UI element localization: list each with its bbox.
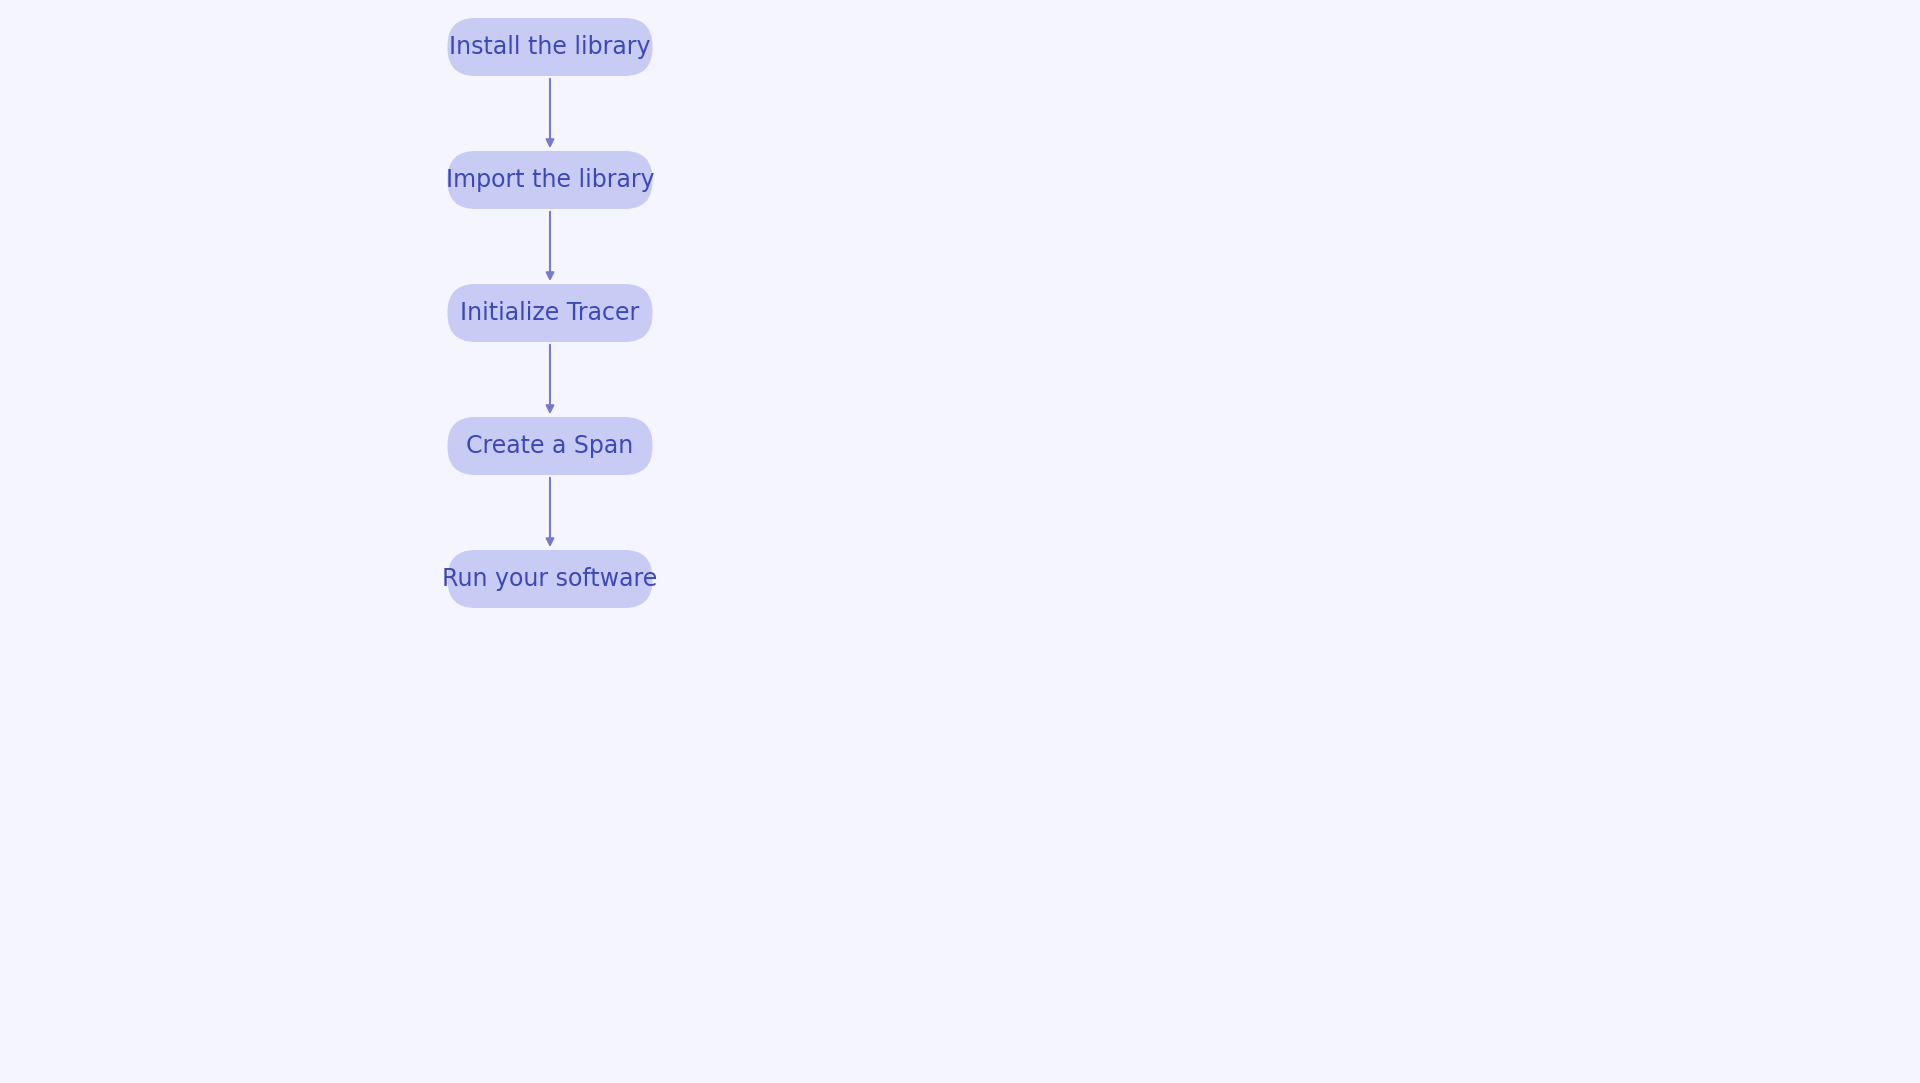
Text: Install the library: Install the library xyxy=(449,35,651,58)
FancyBboxPatch shape xyxy=(447,550,653,608)
Text: Import the library: Import the library xyxy=(445,168,655,192)
FancyBboxPatch shape xyxy=(447,284,653,342)
Text: Run your software: Run your software xyxy=(442,567,659,591)
Text: Initialize Tracer: Initialize Tracer xyxy=(461,301,639,325)
FancyBboxPatch shape xyxy=(447,151,653,209)
FancyBboxPatch shape xyxy=(447,18,653,76)
Text: Create a Span: Create a Span xyxy=(467,434,634,458)
FancyBboxPatch shape xyxy=(447,417,653,475)
